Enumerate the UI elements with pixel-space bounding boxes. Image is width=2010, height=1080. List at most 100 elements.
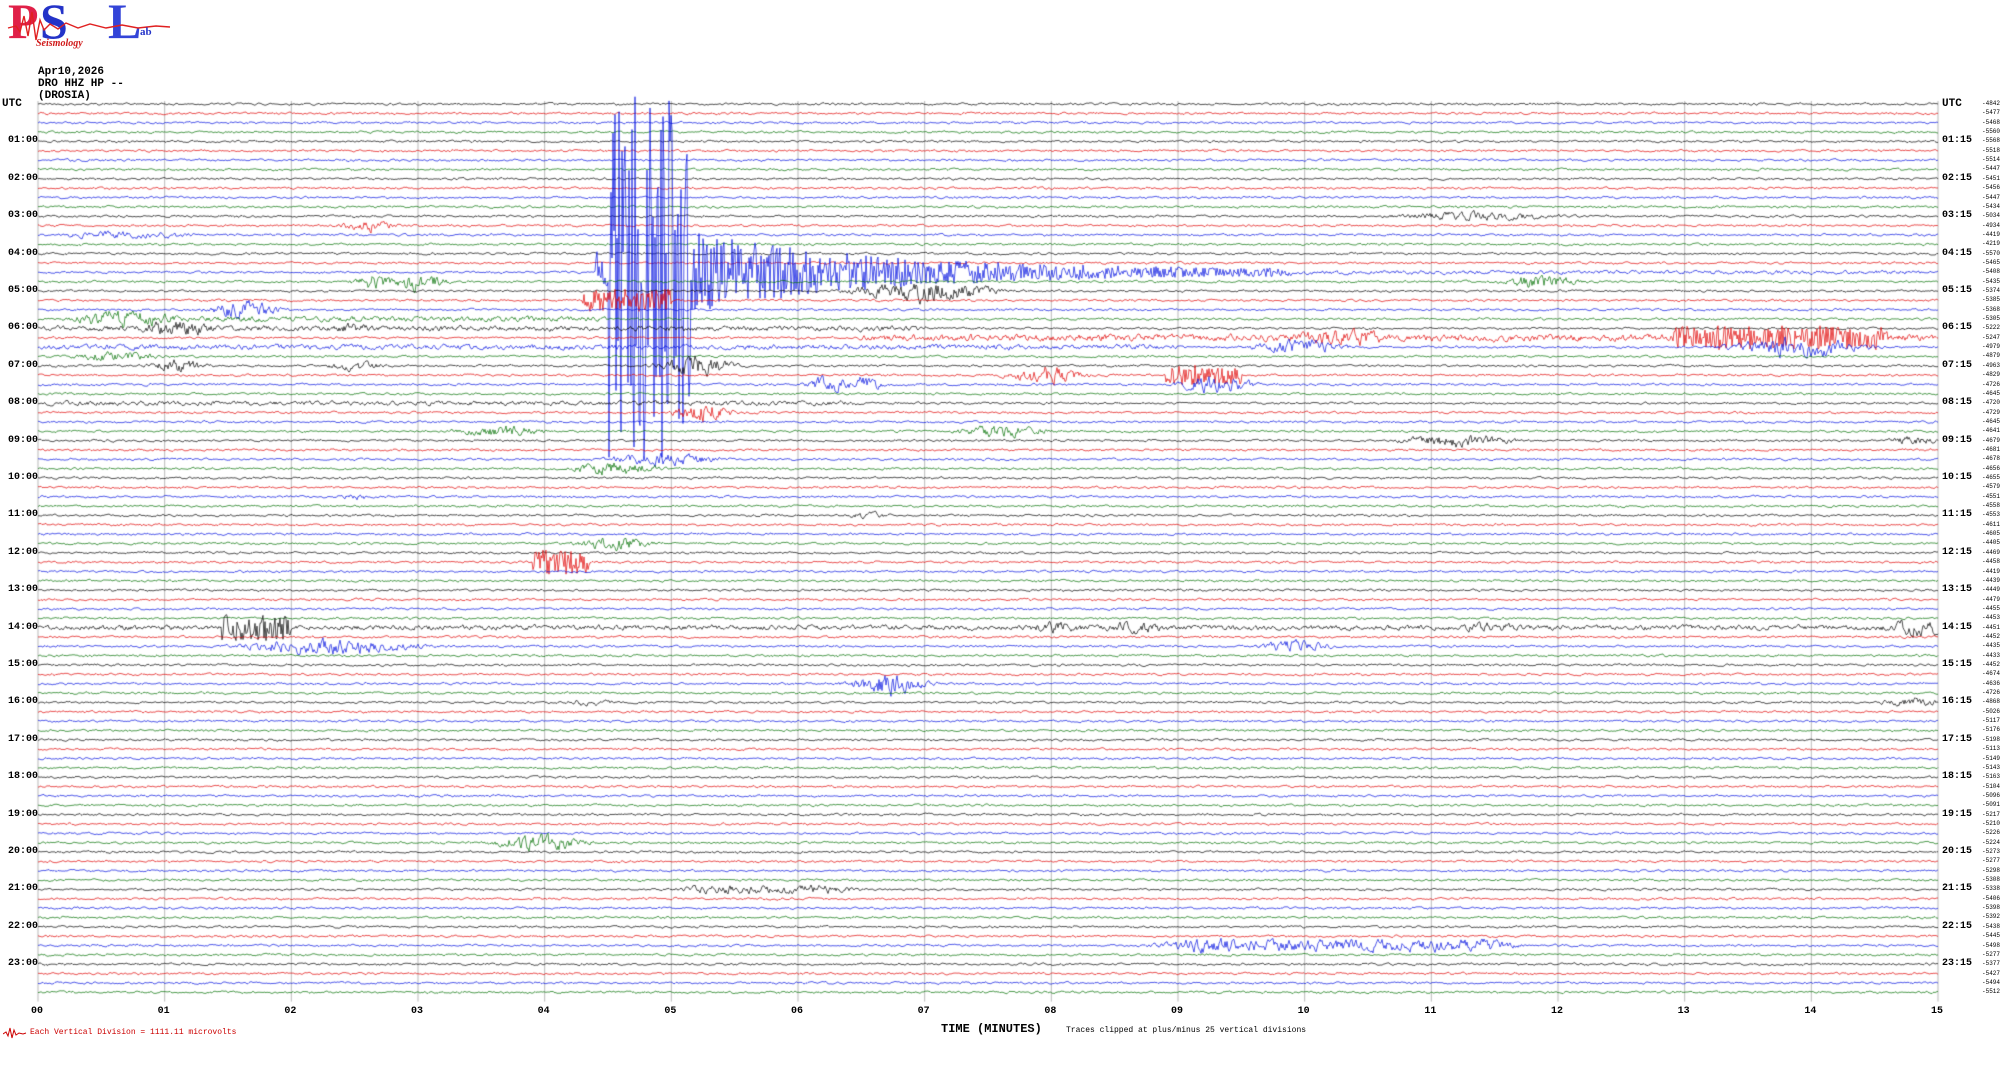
trace-mean-value: -5224 (1982, 838, 2001, 846)
trace-mean-value: -5198 (1982, 735, 2001, 743)
minute-tick-label: 07 (917, 1006, 930, 1017)
trace-mean-value: -4674 (1982, 670, 2001, 678)
station-header: Apr10,2026 DRO HHZ HP -- (DROSIA) (38, 66, 124, 102)
minute-tick-label: 11 (1424, 1006, 1437, 1017)
left-time-label: 17:00 (8, 733, 39, 745)
minute-tick-label: 09 (1171, 1006, 1184, 1017)
trace-mean-value: -4720 (1982, 399, 2001, 407)
trace-mean-value: -4641 (1982, 427, 2001, 435)
trace-mean-value: -5026 (1982, 707, 2001, 715)
trace-mean-value: -4479 (1982, 595, 2001, 603)
trace-mean-value: -5447 (1982, 193, 2001, 201)
left-time-label: 19:00 (8, 808, 39, 820)
right-time-label: 22:15 (1942, 920, 1973, 932)
trace-mean-value: -4829 (1982, 371, 2001, 379)
right-time-label: 06:15 (1942, 322, 1973, 334)
trace-mean-value: -5113 (1982, 745, 2001, 753)
trace-mean-value: -5447 (1982, 165, 2001, 173)
trace-mean-value: -4419 (1982, 230, 2001, 238)
trace-mean-value: -5477 (1982, 109, 2001, 117)
clip-note: Traces clipped at plus/minus 25 vertical… (1066, 1026, 1307, 1035)
station-channel: DRO HHZ HP -- (38, 78, 124, 90)
trace-mean-value: -4605 (1982, 530, 2001, 538)
trace-mean-value: -5096 (1982, 791, 2001, 799)
left-time-label: 14:00 (8, 621, 39, 633)
trace-mean-value: -5427 (1982, 969, 2001, 977)
trace-mean-value: -4579 (1982, 483, 2001, 491)
trace-mean-value: -5512 (1982, 988, 2001, 996)
right-time-label: 04:15 (1942, 247, 1973, 259)
trace-mean-value: -4435 (1982, 642, 2001, 650)
left-time-label: 23:00 (8, 958, 39, 970)
trace-mean-value: -5438 (1982, 922, 2001, 930)
right-time-label: 05:15 (1942, 285, 1973, 296)
trace-mean-value: -4934 (1982, 221, 2001, 229)
left-time-label: 12:00 (8, 546, 39, 558)
trace-mean-value: -5398 (1982, 904, 2001, 912)
right-time-label: 14:15 (1942, 621, 1973, 633)
trace-mean-value: -5305 (1982, 315, 2001, 323)
trace-mean-value: -5560 (1982, 128, 2001, 136)
trace-mean-value: -5568 (1982, 137, 2001, 145)
left-time-label: 08:00 (8, 397, 39, 409)
trace-mean-value: -5514 (1982, 156, 2001, 164)
trace-mean-value: -5456 (1982, 184, 2001, 192)
trace-mean-value: -5570 (1982, 249, 2001, 257)
trace-mean-value: -4879 (1982, 352, 2001, 360)
minute-tick-label: 03 (411, 1006, 424, 1017)
trace-mean-value: -5368 (1982, 305, 2001, 313)
trace-mean-value: -5176 (1982, 726, 2001, 734)
trace-mean-value: -5226 (1982, 829, 2001, 837)
right-time-label: 15:15 (1942, 659, 1973, 670)
trace-mean-value: -5435 (1982, 277, 2001, 285)
trace-mean-value: -4469 (1982, 548, 2001, 556)
trace-mean-value: -4452 (1982, 632, 2001, 640)
trace-mean-value: -5377 (1982, 960, 2001, 968)
trace-mean-value: -5277 (1982, 857, 2001, 865)
right-time-label: 07:15 (1942, 359, 1973, 371)
logo-subtitle: Seismology (36, 38, 83, 49)
trace-mean-value: -5518 (1982, 146, 2001, 154)
right-time-label: 10:15 (1942, 472, 1973, 483)
trace-mean-value: -5468 (1982, 118, 2001, 126)
trace-mean-value: -4645 (1982, 417, 2001, 425)
trace-mean-value: -4726 (1982, 689, 2001, 697)
trace-mean-value: -5385 (1982, 296, 2001, 304)
trace-mean-value: -4842 (1982, 100, 2001, 107)
minute-tick-label: 10 (1297, 1006, 1310, 1017)
minute-tick-label: 00 (31, 1006, 44, 1017)
trace-mean-value: -5406 (1982, 894, 2001, 902)
trace-mean-value: -4439 (1982, 576, 2001, 584)
right-time-label: 16:15 (1942, 696, 1973, 708)
right-time-label: 20:15 (1942, 846, 1973, 857)
left-time-label: 22:00 (8, 920, 39, 932)
trace-mean-value: -4645 (1982, 389, 2001, 397)
trace-mean-value: -5222 (1982, 324, 2001, 332)
right-time-label: 12:15 (1942, 546, 1973, 558)
left-time-label: 15:00 (8, 659, 39, 670)
trace-mean-value: -4455 (1982, 604, 2001, 612)
minute-tick-label: 14 (1804, 1006, 1817, 1017)
trace-mean-value: -4219 (1982, 240, 2001, 248)
trace-mean-value: -4453 (1982, 614, 2001, 622)
trace-mean-value: -4636 (1982, 679, 2001, 687)
right-time-label: 09:15 (1942, 434, 1973, 446)
trace-mean-value: -4458 (1982, 558, 2001, 566)
trace-mean-value: -5210 (1982, 819, 2001, 827)
trace-mean-value: -5273 (1982, 848, 2001, 855)
trace-mean-value: -5217 (1982, 810, 2001, 818)
trace-mean-value: -4558 (1982, 502, 2001, 510)
trace-mean-value: -4726 (1982, 380, 2001, 388)
trace-mean-value: -5308 (1982, 876, 2001, 884)
division-scale-note: Each Vertical Division = 1111.11 microvo… (30, 1028, 237, 1037)
trace-mean-value: -5392 (1982, 913, 2001, 921)
left-time-label: 01:00 (8, 135, 39, 147)
trace-mean-value: -5104 (1982, 782, 2001, 790)
right-time-label: 23:15 (1942, 958, 1973, 970)
left-time-label: 20:00 (8, 846, 39, 857)
right-time-label: 13:15 (1942, 584, 1973, 596)
left-time-label: 02:00 (8, 172, 39, 184)
trace-mean-value: -5494 (1982, 978, 2001, 986)
minute-tick-label: 13 (1677, 1006, 1690, 1017)
